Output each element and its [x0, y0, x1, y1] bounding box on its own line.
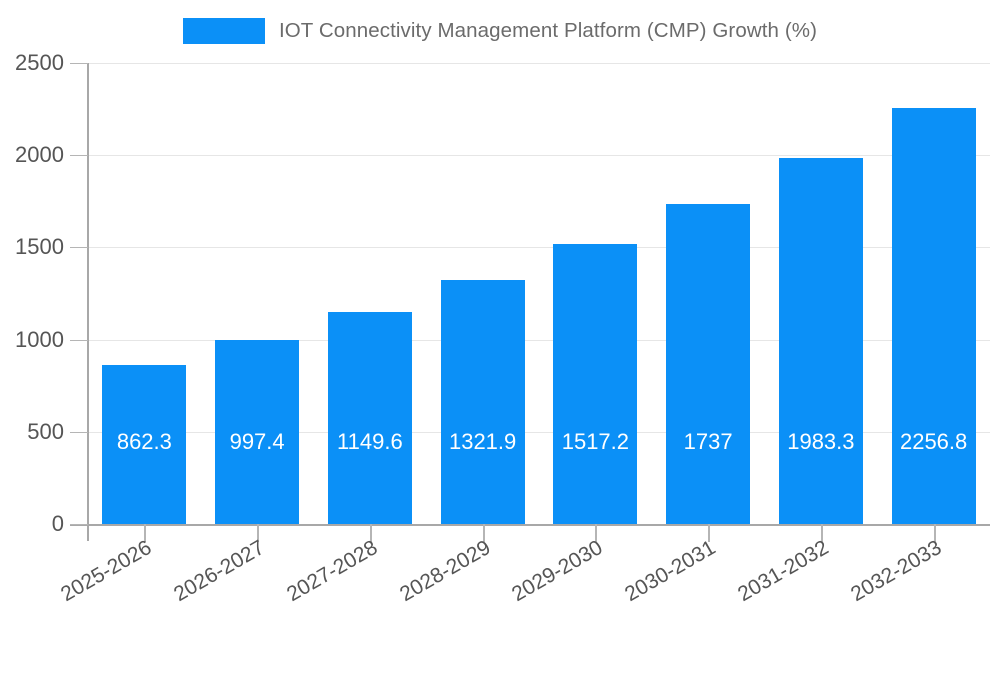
bar[interactable]: 2256.8 [891, 107, 976, 524]
x-axis-line [70, 524, 990, 526]
bar-value-label: 1321.9 [448, 429, 517, 454]
bar[interactable]: 1983.3 [778, 158, 863, 524]
bar-value-label: 1737 [683, 429, 733, 454]
x-tick-mark [257, 524, 260, 542]
bar[interactable]: 862.3 [102, 365, 187, 524]
bar-value-label: 2256.8 [899, 429, 968, 454]
y-tick-label: 0 [51, 511, 64, 536]
bar-chart: IOT Connectivity Management Platform (CM… [0, 14, 1000, 607]
bar-value-label: 862.3 [116, 429, 172, 454]
chart-legend: IOT Connectivity Management Platform (CM… [0, 14, 1000, 48]
x-tick-mark [820, 524, 823, 542]
y-axis-line [87, 63, 89, 541]
bar[interactable]: 997.4 [215, 340, 300, 524]
plot-area: 862.3 997.4 1149.6 1321.9 1517.2 1737 1983.3 22… [88, 63, 990, 525]
x-tick-mark [708, 524, 711, 542]
bar[interactable]: 1737 [666, 203, 751, 524]
x-tick-mark [595, 524, 598, 542]
bar-value-label: 997.4 [229, 429, 285, 454]
y-tick-mark [70, 339, 88, 341]
bar-value-label: 1517.2 [561, 429, 630, 454]
x-tick-mark [482, 524, 485, 542]
y-tick-mark [70, 155, 88, 157]
y-tick-mark [70, 63, 88, 64]
bar[interactable]: 1517.2 [553, 244, 638, 524]
y-tick-label: 2000 [15, 142, 64, 168]
gridline [88, 247, 990, 249]
bar[interactable]: 1321.9 [440, 280, 525, 524]
y-tick-mark [70, 431, 88, 433]
gridline [88, 63, 990, 64]
gridline [88, 339, 990, 341]
x-tick-mark [144, 524, 147, 542]
legend-label: IOT Connectivity Management Platform (CM… [278, 19, 818, 42]
bar-value-label: 1149.6 [337, 429, 403, 454]
y-tick-mark [70, 524, 88, 525]
y-tick-label: 500 [27, 418, 64, 444]
gridline [88, 431, 990, 433]
y-tick-label: 1500 [15, 234, 64, 260]
y-tick-label: 2500 [15, 50, 64, 75]
legend-color-swatch [182, 18, 265, 44]
x-tick-mark [933, 524, 936, 542]
y-tick-label: 1000 [15, 326, 64, 352]
y-tick-mark [70, 247, 88, 249]
gridline [88, 155, 990, 157]
bar-value-label: 1983.3 [787, 429, 855, 454]
x-tick-mark [369, 524, 372, 542]
bar[interactable]: 1149.6 [327, 312, 412, 524]
